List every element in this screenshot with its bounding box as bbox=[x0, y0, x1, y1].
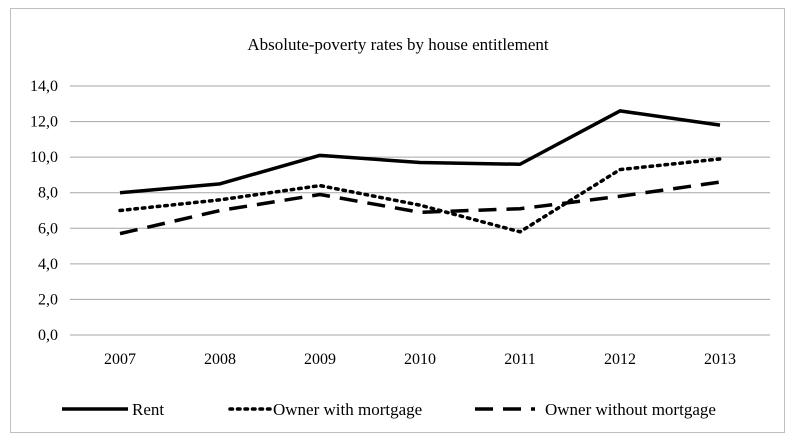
x-tick-label: 2007 bbox=[104, 351, 136, 368]
y-tick-label: 8,0 bbox=[38, 185, 58, 202]
chart-title: Absolute-poverty rates by house entitlem… bbox=[247, 35, 548, 54]
series-line-3 bbox=[119, 180, 721, 236]
legend-label: Rent bbox=[132, 400, 164, 419]
y-tick-label: 12,0 bbox=[30, 114, 58, 131]
x-tick-label: 2013 bbox=[704, 351, 736, 368]
series-line-2 bbox=[118, 157, 722, 234]
legend: Rent Owner with mortgage Owner without mor… bbox=[62, 400, 716, 419]
x-tick-label: 2009 bbox=[304, 351, 336, 368]
x-tick-label: 2012 bbox=[604, 351, 636, 368]
y-axis-ticks: 0,0 2,0 4,0 6,0 8,0 10,0 12,0 14,0 bbox=[30, 78, 58, 344]
legend-item: Rent bbox=[62, 400, 164, 419]
chart-frame bbox=[10, 8, 785, 433]
legend-label: Owner with mortgage bbox=[273, 400, 422, 419]
x-tick-label: 2011 bbox=[504, 351, 535, 368]
y-tick-label: 4,0 bbox=[38, 256, 58, 273]
y-tick-label: 0,0 bbox=[38, 327, 58, 344]
y-tick-label: 10,0 bbox=[30, 149, 58, 166]
y-tick-label: 14,0 bbox=[30, 78, 58, 95]
y-tick-label: 6,0 bbox=[38, 220, 58, 237]
legend-item: Owner with mortgage bbox=[228, 400, 422, 419]
series-line-1 bbox=[119, 109, 721, 195]
legend-item: Owner without mortgage bbox=[475, 400, 716, 419]
y-tick-label: 2,0 bbox=[38, 291, 58, 308]
x-axis-ticks: 2007 2008 2009 2010 2011 2012 2013 bbox=[104, 351, 736, 368]
series-lines bbox=[118, 109, 722, 236]
legend-label: Owner without mortgage bbox=[545, 400, 716, 419]
x-tick-label: 2010 bbox=[404, 351, 436, 368]
gridlines bbox=[70, 85, 770, 336]
x-tick-label: 2008 bbox=[204, 351, 236, 368]
